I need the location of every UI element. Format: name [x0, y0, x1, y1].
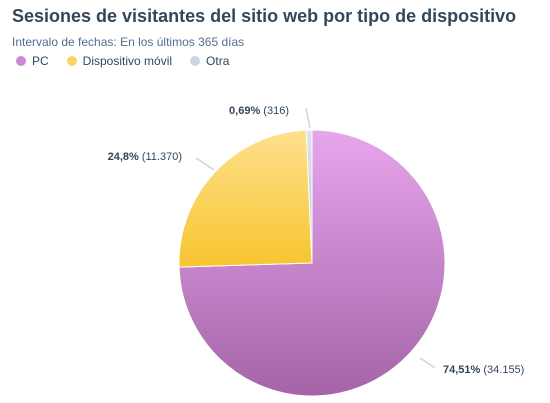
- slice-count-other: (316): [260, 105, 289, 117]
- leader-line-mobile: [195, 157, 215, 171]
- slice-label-other: 0,69% (316): [229, 105, 289, 117]
- slice-label-mobile: 24,8% (11.370): [108, 151, 182, 163]
- slice-percent-other: 0,69%: [229, 105, 260, 117]
- legend-item-pc[interactable]: PC: [16, 54, 49, 68]
- legend-swatch-mobile: [66, 56, 77, 66]
- leader-line-other: [305, 107, 311, 129]
- leader-line-pc: [419, 357, 436, 369]
- legend-item-other[interactable]: Otra: [190, 54, 229, 68]
- pie-slice-other[interactable]: [305, 129, 313, 264]
- slice-count-mobile: (11.370): [139, 151, 182, 163]
- pie-slices: [178, 129, 446, 397]
- slice-percent-pc: 74,51%: [443, 364, 481, 376]
- slice-label-pc: 74,51% (34.155): [443, 364, 524, 376]
- slice-count-pc: (34.155): [480, 364, 524, 376]
- legend-label-pc: PC: [32, 54, 49, 68]
- legend-swatch-pc: [16, 56, 26, 66]
- chart-subtitle: Intervalo de fechas: En los últimos 365 …: [12, 35, 245, 49]
- slice-percent-mobile: 24,8%: [108, 151, 139, 163]
- legend-label-mobile: Dispositivo móvil: [82, 54, 173, 68]
- legend: PC Dispositivo móvil Otra: [16, 54, 229, 68]
- legend-swatch-other: [190, 56, 201, 66]
- legend-label-other: Otra: [206, 54, 230, 68]
- chart-title: Sesiones de visitantes del sitio web por…: [12, 6, 517, 26]
- legend-item-mobile[interactable]: Dispositivo móvil: [66, 54, 173, 68]
- pie-labels: 74,51% (34.155) 24,8% (11.370) 0,69% (316): [108, 105, 525, 376]
- pie-slice-mobile[interactable]: [178, 129, 313, 268]
